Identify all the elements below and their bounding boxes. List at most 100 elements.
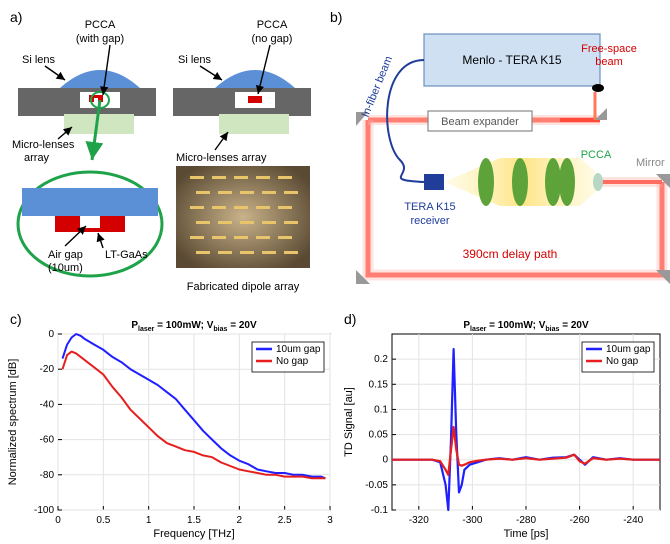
y-tick-label: -80: [40, 470, 55, 481]
y-axis-label: Normalized spectrum [dB]: [7, 359, 19, 486]
zoom-detail: Air gap (10um) LT-GaAs: [16, 170, 164, 278]
dipole: [196, 251, 210, 254]
y-tick-label: -0.05: [365, 480, 388, 491]
y-axis-label: TD Signal [au]: [343, 387, 355, 457]
panel-a-label: a): [10, 9, 22, 25]
x-axis-label: Frequency [THz]: [153, 528, 234, 540]
series-line-2: [61, 350, 326, 480]
si-lens-left: [60, 70, 140, 88]
dipole: [262, 251, 276, 254]
label-with-gap: (with gap): [76, 33, 124, 45]
dipole: [278, 176, 292, 179]
x-tick-label: -300: [462, 515, 482, 526]
y-tick-label: -40: [40, 399, 55, 410]
label-pcca-b: PCCA: [581, 149, 612, 161]
legend-label: 10um gap: [606, 344, 651, 355]
chart-d: d) Plaser = 100mW; Vbias = 20V -320 -300 -28…: [343, 311, 661, 540]
dipole: [262, 191, 276, 194]
label-photo-caption: Fabricated dipole array: [187, 281, 300, 293]
mirror-right: [656, 174, 670, 188]
chart-title: Plaser = 100mW; Vbias = 20V: [463, 320, 589, 333]
lens-2: [512, 158, 528, 206]
label-ltgaas: LT-GaAs: [105, 249, 148, 261]
dipole: [190, 236, 204, 239]
legend-label: No gap: [606, 356, 639, 367]
y-tick-label: 0: [382, 455, 388, 466]
y-tick-label: 0.15: [369, 379, 389, 390]
zoom-si-layer: [22, 188, 158, 216]
x-axis-label: Time [ps]: [504, 528, 549, 540]
dipole: [284, 251, 298, 254]
pcca-chip-right: [248, 96, 262, 103]
dipole: [234, 206, 248, 209]
label-air-gap-size: (10um): [48, 262, 83, 274]
label-mirror: Mirror: [636, 157, 665, 169]
dipole: [256, 236, 270, 239]
dipole: [234, 176, 248, 179]
receiver-box: [424, 174, 444, 190]
zoom-arrow: [85, 99, 104, 161]
dipole: [212, 206, 226, 209]
panel-b: b) Menlo - TERA K15 In-fiber beam Beam e…: [330, 9, 670, 284]
label-microlenses-right: Micro-lenses array: [176, 152, 267, 164]
dipole: [240, 191, 254, 194]
output-port: [592, 84, 604, 92]
x-tick-label: -260: [570, 515, 590, 526]
dipole-array-photo: Fabricated dipole array: [176, 166, 310, 293]
panel-b-label: b): [330, 9, 342, 25]
label-microlenses-left-1: Micro-lenses: [12, 139, 75, 151]
legend-box: [251, 341, 325, 373]
dipole: [240, 221, 254, 224]
y-tick-label: 0.1: [374, 404, 388, 415]
y-tick-label: -0.1: [371, 505, 389, 516]
panel-a: a) PCCA (with gap) Si lens Micro-lenses …: [10, 9, 311, 293]
label-free-space: Free-space: [581, 43, 637, 55]
menlo-box: [423, 33, 601, 87]
mirror-top-right: [595, 108, 607, 120]
mirror-top-left: [356, 112, 368, 126]
zoom-air-gap: [80, 216, 100, 228]
microlens-array-right: [219, 114, 289, 134]
x-tick-label: 1: [146, 515, 152, 526]
mirror-bottom-right: [656, 270, 670, 284]
y-tick-label: -60: [40, 435, 55, 446]
x-tick-label: 2: [237, 515, 243, 526]
microlens-array-left: [64, 114, 134, 134]
beam-expander-box: [427, 110, 533, 132]
dipole: [218, 251, 232, 254]
lens-1: [478, 158, 494, 206]
dipole: [284, 221, 298, 224]
legend-label: No gap: [276, 356, 309, 367]
dipole: [262, 221, 276, 224]
dipole: [196, 191, 210, 194]
y-tick-label: 0.2: [374, 354, 388, 365]
device-with-gap: PCCA (with gap) Si lens Micro-lenses arr…: [12, 19, 156, 164]
label-air-gap: Air gap: [48, 249, 83, 261]
dipole: [256, 206, 270, 209]
y-tick-label: 0: [48, 329, 54, 340]
label-beam: beam: [595, 56, 623, 68]
x-tick-label: 0: [55, 515, 61, 526]
label-pcca-right: PCCA: [257, 19, 288, 31]
dipole: [278, 206, 292, 209]
lens-3: [545, 158, 561, 206]
pcca-emitter: [593, 173, 603, 191]
series-line-1: [61, 333, 326, 480]
legend-box: [581, 341, 655, 373]
dipole: [190, 206, 204, 209]
label-si-lens-left: Si lens: [22, 54, 56, 66]
dipole: [234, 236, 248, 239]
x-tick-label: 1.5: [187, 515, 201, 526]
chart-c: c) Plaser = 100mW; Vbias = 20V 0 0.5 1 1.5 2 2.…: [7, 311, 333, 540]
label-in-fiber: In-fiber beam: [360, 55, 395, 120]
label-microlenses-left-2: array: [24, 152, 50, 164]
dipole: [278, 236, 292, 239]
dipole: [240, 251, 254, 254]
si-lens-right: [215, 70, 295, 88]
x-tick-label: -280: [516, 515, 536, 526]
x-tick-label: 3: [327, 515, 333, 526]
x-tick-label: -320: [409, 515, 429, 526]
chart-title: Plaser = 100mW; Vbias = 20V: [131, 320, 257, 333]
x-tick-label: 0.5: [96, 515, 110, 526]
fiber-line: [386, 59, 425, 183]
